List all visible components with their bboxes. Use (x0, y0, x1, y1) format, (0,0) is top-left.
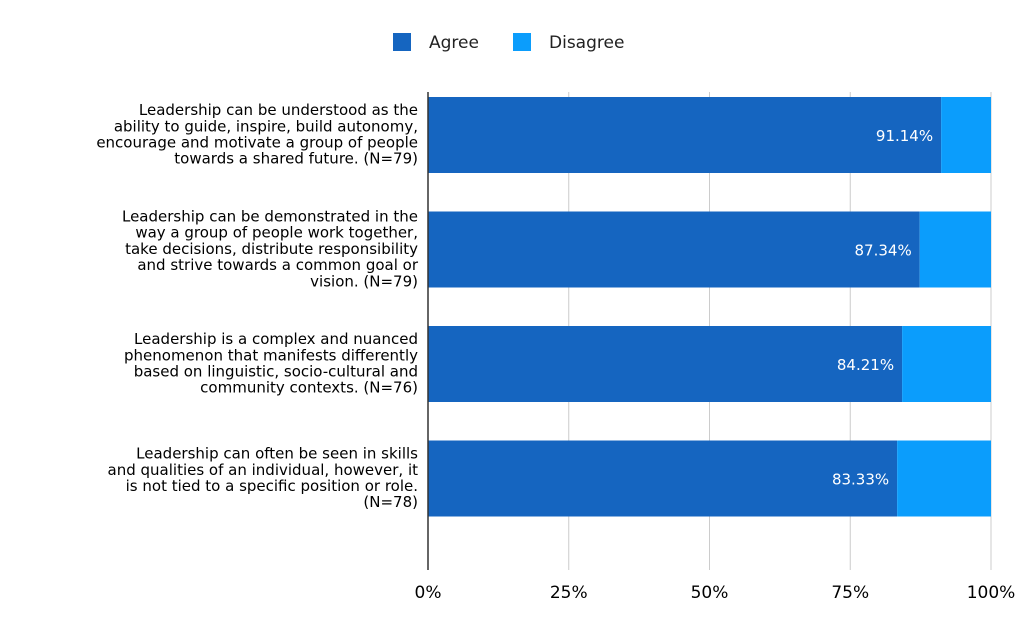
bar-data-label: 91.14% (876, 127, 933, 145)
category-label: Leadership can often be seen in skills an… (108, 445, 419, 512)
category-label-line: is not tied to a specific position or ro… (126, 477, 418, 495)
legend-swatch (513, 33, 531, 51)
category-label-line: vision. (N=79) (310, 272, 418, 290)
bar-disagree (941, 97, 991, 173)
category-label-line: Leadership can be demonstrated in the (122, 208, 418, 226)
category-label-line: (N=78) (363, 493, 418, 511)
x-tick-label: 25% (550, 583, 588, 603)
category-label: Leadership can be demonstrated in the way… (122, 208, 419, 291)
legend-swatch (393, 33, 411, 51)
category-label-line: encourage and motivate a group of people (96, 134, 418, 152)
bar-agree (428, 326, 903, 402)
bar-agree (428, 211, 920, 288)
bar-data-label: 83.33% (832, 471, 889, 489)
bar-agree (428, 440, 898, 517)
bar-disagree (902, 326, 991, 402)
category-label: Leadership can be understood as the abili… (96, 101, 418, 168)
bar-disagree (897, 440, 991, 517)
category-label-line: Leadership can be understood as the (139, 101, 418, 119)
category-label-line: Leadership can often be seen in skills (136, 445, 418, 463)
category-label-line: and strive towards a common goal or (137, 256, 418, 274)
bar-data-label: 84.21% (837, 356, 894, 374)
category-label-line: way a group of people work together, (135, 224, 418, 242)
x-tick-label: 50% (691, 583, 729, 603)
category-label-line: community contexts. (N=76) (200, 379, 418, 397)
x-tick-label: 75% (831, 583, 869, 603)
category-label-line: ability to guide, inspire, build autonom… (114, 117, 418, 135)
bar-disagree (919, 211, 991, 288)
category-label-line: and qualities of an individual, however,… (108, 461, 419, 479)
bar-agree (428, 97, 942, 173)
x-tick-label: 0% (415, 583, 442, 603)
bar-data-label: 87.34% (855, 242, 912, 260)
category-label-line: towards a shared future. (N=79) (174, 150, 418, 168)
legend-label: Disagree (549, 33, 624, 53)
legend-label: Agree (429, 33, 479, 53)
category-label-line: based on linguistic, socio-cultural and (134, 363, 418, 381)
category-label: Leadership is a complex and nuanced pheno… (124, 330, 418, 397)
category-label-line: phenomenon that manifests differently (124, 346, 418, 364)
category-label-line: Leadership is a complex and nuanced (134, 330, 418, 348)
category-label-line: take decisions, distribute responsibilit… (125, 240, 418, 258)
x-tick-label: 100% (967, 583, 1016, 603)
